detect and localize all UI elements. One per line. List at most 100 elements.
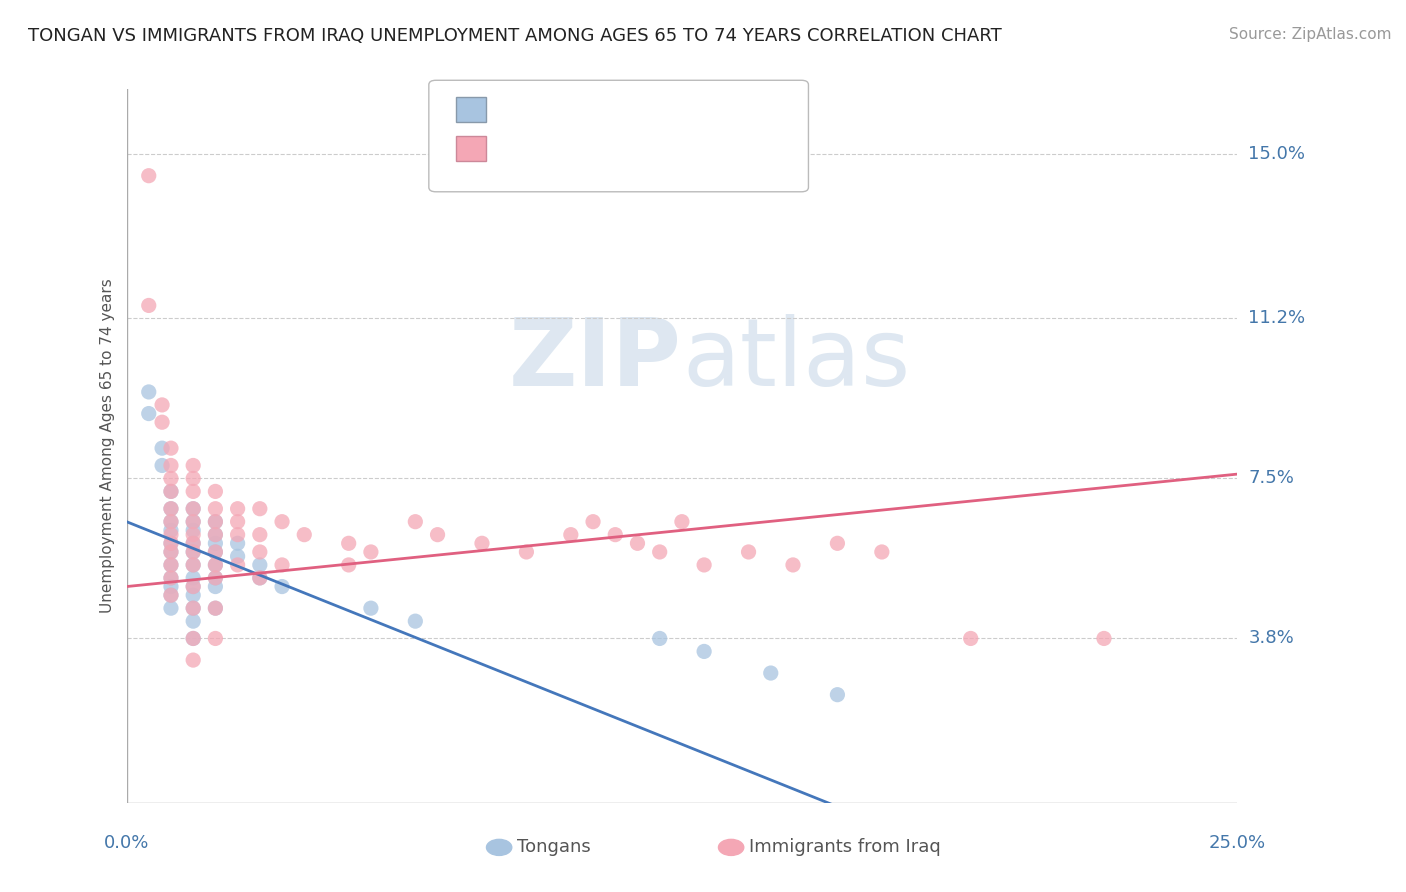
Point: [204, 527, 226, 541]
Point: [181, 601, 204, 615]
Point: [249, 558, 271, 572]
Point: [160, 588, 183, 602]
Point: [181, 471, 204, 485]
Point: [181, 632, 204, 646]
Point: [160, 580, 183, 594]
Point: [426, 527, 449, 541]
Point: [759, 666, 782, 681]
Point: [204, 545, 226, 559]
Point: [160, 558, 183, 572]
Point: [693, 644, 716, 658]
Point: [204, 601, 226, 615]
Point: [693, 558, 716, 572]
Point: [181, 580, 204, 594]
Point: [160, 536, 183, 550]
Point: [181, 545, 204, 559]
Point: [671, 515, 693, 529]
Point: [271, 558, 294, 572]
Point: [160, 484, 183, 499]
Text: 73: 73: [654, 139, 679, 157]
Point: [160, 484, 183, 499]
Point: [337, 536, 360, 550]
Text: 3.8%: 3.8%: [1249, 630, 1294, 648]
Text: R =: R =: [503, 139, 543, 157]
Point: [138, 384, 160, 399]
Point: [1092, 632, 1115, 646]
Point: [959, 632, 981, 646]
Point: [515, 545, 537, 559]
Point: [181, 580, 204, 594]
Text: ZIP: ZIP: [509, 314, 682, 407]
Point: [204, 515, 226, 529]
Point: [827, 688, 849, 702]
Point: [181, 653, 204, 667]
Point: [138, 298, 160, 312]
Text: 25.0%: 25.0%: [1209, 834, 1265, 852]
Point: [404, 515, 426, 529]
Point: [204, 484, 226, 499]
Point: [181, 501, 204, 516]
Point: [160, 501, 183, 516]
Point: [150, 441, 173, 455]
Point: [226, 549, 249, 564]
Point: [160, 558, 183, 572]
Point: [226, 527, 249, 541]
Point: [782, 558, 804, 572]
Point: [160, 545, 183, 559]
Point: [160, 524, 183, 538]
Point: [160, 601, 183, 615]
Point: [160, 571, 183, 585]
Point: [870, 545, 893, 559]
Point: [181, 571, 204, 585]
Point: [204, 601, 226, 615]
Text: -0.344: -0.344: [546, 101, 610, 119]
Point: [204, 545, 226, 559]
Point: [249, 527, 271, 541]
Point: [160, 536, 183, 550]
Point: [249, 545, 271, 559]
Point: [204, 558, 226, 572]
Text: Tongans: Tongans: [517, 838, 591, 856]
Point: [181, 515, 204, 529]
Point: [360, 545, 382, 559]
Point: [160, 441, 183, 455]
Point: [204, 580, 226, 594]
Point: [181, 515, 204, 529]
Point: [605, 527, 627, 541]
Text: Source: ZipAtlas.com: Source: ZipAtlas.com: [1229, 27, 1392, 42]
Point: [560, 527, 582, 541]
Point: [226, 558, 249, 572]
Point: [226, 515, 249, 529]
Y-axis label: Unemployment Among Ages 65 to 74 years: Unemployment Among Ages 65 to 74 years: [100, 278, 115, 614]
Point: [204, 571, 226, 585]
Text: TONGAN VS IMMIGRANTS FROM IRAQ UNEMPLOYMENT AMONG AGES 65 TO 74 YEARS CORRELATIO: TONGAN VS IMMIGRANTS FROM IRAQ UNEMPLOYM…: [28, 27, 1002, 45]
Point: [181, 601, 204, 615]
Point: [150, 458, 173, 473]
Point: [160, 515, 183, 529]
Text: R =: R =: [503, 101, 543, 119]
Text: 0.160: 0.160: [546, 139, 602, 157]
Point: [160, 501, 183, 516]
Point: [138, 407, 160, 421]
Point: [626, 536, 648, 550]
Point: [160, 571, 183, 585]
Point: [204, 536, 226, 550]
Point: [337, 558, 360, 572]
Point: [471, 536, 494, 550]
Text: N =: N =: [613, 101, 665, 119]
Point: [226, 501, 249, 516]
Text: 11.2%: 11.2%: [1249, 310, 1306, 327]
Text: N =: N =: [613, 139, 665, 157]
Point: [181, 545, 204, 559]
Point: [160, 527, 183, 541]
Point: [181, 458, 204, 473]
Point: [181, 527, 204, 541]
Text: atlas: atlas: [682, 314, 910, 407]
Point: [160, 458, 183, 473]
Point: [249, 571, 271, 585]
Point: [160, 471, 183, 485]
Point: [181, 501, 204, 516]
Point: [249, 501, 271, 516]
Point: [827, 536, 849, 550]
Point: [160, 545, 183, 559]
